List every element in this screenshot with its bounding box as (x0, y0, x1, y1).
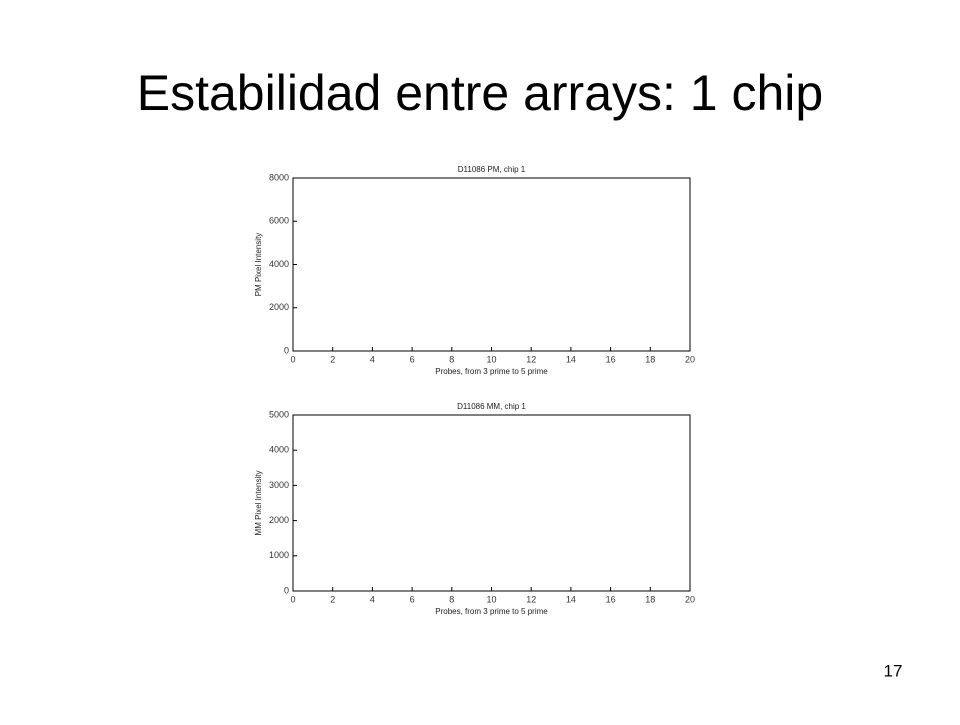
y-axis-label: MM Pixel Intensity (254, 471, 263, 536)
x-tick-label: 8 (449, 354, 454, 364)
x-tick-label: 20 (685, 354, 695, 364)
y-axis-label: PM Pixel Intensity (254, 233, 263, 297)
y-tick-label: 1000 (269, 550, 289, 560)
x-tick-label: 8 (449, 594, 454, 604)
chart-title: D11086 MM, chip 1 (457, 402, 526, 411)
x-tick-label: 2 (330, 354, 335, 364)
y-tick-label: 0 (284, 345, 289, 355)
x-tick-label: 16 (606, 354, 616, 364)
y-tick-label: 4000 (269, 445, 289, 455)
x-tick-label: 20 (685, 594, 695, 604)
y-tick-label: 2000 (269, 302, 289, 312)
slide-title: Estabilidad entre arrays: 1 chip (137, 65, 823, 121)
x-tick-label: 2 (330, 594, 335, 604)
x-tick-label: 14 (566, 594, 576, 604)
plot-frame (292, 177, 691, 352)
x-tick-label: 4 (370, 354, 375, 364)
x-axis-label: Probes, from 3 prime to 5 prime (435, 607, 548, 616)
x-tick-label: 16 (606, 594, 616, 604)
x-axis-label: Probes, from 3 prime to 5 prime (435, 367, 548, 376)
y-tick-label: 3000 (269, 480, 289, 490)
y-tick-label: 0 (284, 585, 289, 595)
x-tick-label: 4 (370, 594, 375, 604)
x-tick-label: 6 (410, 594, 415, 604)
x-tick-label: 6 (410, 354, 415, 364)
x-tick-label: 14 (566, 354, 576, 364)
y-tick-label: 5000 (269, 409, 289, 419)
x-tick-label: 12 (526, 354, 536, 364)
x-tick-label: 0 (290, 354, 295, 364)
x-tick-label: 18 (645, 594, 655, 604)
plot-frame (292, 414, 691, 592)
page-number: 17 (884, 661, 903, 680)
x-tick-label: 18 (645, 354, 655, 364)
y-tick-label: 4000 (269, 259, 289, 269)
chart-title: D11086 PM, chip 1 (458, 165, 526, 174)
x-tick-label: 10 (486, 594, 496, 604)
y-tick-label: 6000 (269, 216, 289, 226)
x-tick-label: 0 (290, 594, 295, 604)
y-tick-label: 8000 (269, 172, 289, 182)
x-tick-label: 12 (526, 594, 536, 604)
x-tick-label: 10 (486, 354, 496, 364)
y-tick-label: 2000 (269, 515, 289, 525)
